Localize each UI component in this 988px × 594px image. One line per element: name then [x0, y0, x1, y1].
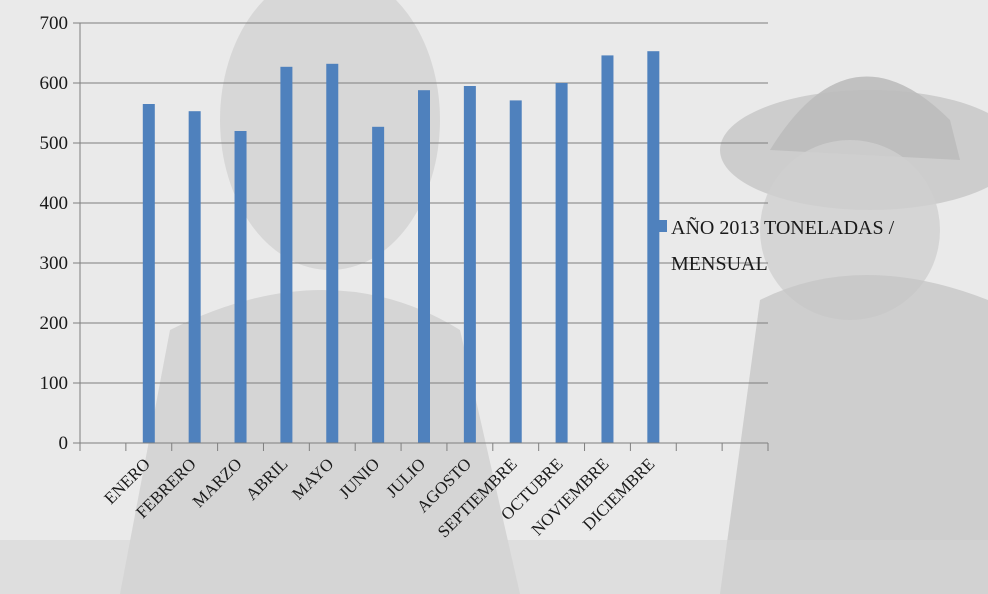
bar-septiembre [509, 100, 522, 444]
legend: AÑO 2013 TONELADAS / MENSUAL [655, 215, 895, 275]
bar-noviembre [601, 55, 614, 444]
y-tick-label: 400 [40, 193, 69, 214]
y-tick-label: 200 [40, 313, 69, 334]
x-tick-label: MARZO [189, 454, 246, 511]
bar-enero [142, 104, 155, 443]
x-tick-label: ABRIL [242, 454, 291, 503]
y-axis-ticks: 0 100 200 300 400 500 600 700 [40, 13, 81, 454]
bars [142, 51, 660, 444]
y-tick-label: 700 [40, 13, 69, 34]
legend-label-line2: MENSUAL [671, 253, 768, 275]
x-tick-label: SEPTIEMBRE [434, 454, 521, 541]
bar-agosto [463, 86, 476, 443]
bar-mayo [326, 63, 339, 444]
legend-swatch [655, 220, 667, 232]
y-tick-label: 0 [59, 433, 69, 454]
bar-abril [280, 66, 293, 444]
legend-label-line1: AÑO 2013 TONELADAS / [671, 215, 895, 239]
y-tick-label: 100 [40, 373, 69, 394]
x-axis [79, 442, 769, 451]
y-tick-label: 600 [40, 73, 69, 94]
y-tick-label: 300 [40, 253, 69, 274]
x-tick-label: MAYO [288, 454, 337, 503]
bar-marzo [234, 131, 247, 443]
bar-octubre [555, 83, 568, 443]
bar-febrero [188, 111, 201, 443]
bar-diciembre [647, 51, 660, 443]
x-tick-label: JUNIO [335, 454, 383, 502]
y-tick-label: 500 [40, 133, 69, 154]
bar-junio [372, 126, 385, 444]
bar-julio [418, 90, 430, 443]
